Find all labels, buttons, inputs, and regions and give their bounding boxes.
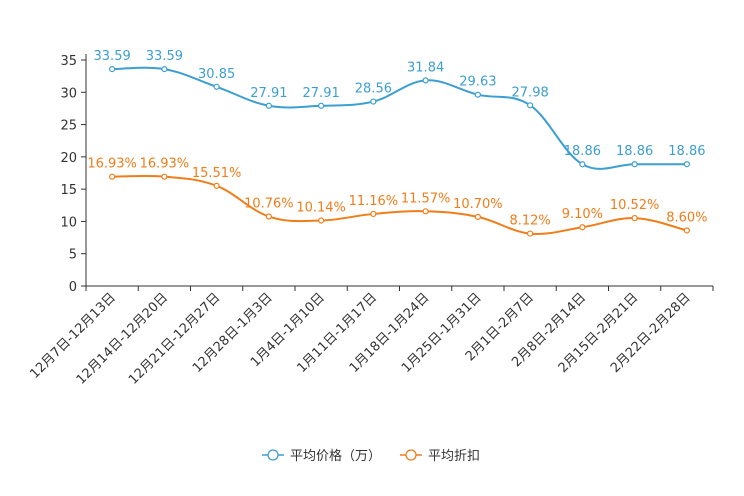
y-tick-label: 35 bbox=[60, 54, 77, 69]
legend-label: 平均折扣 bbox=[428, 449, 480, 464]
series-1-data-label: 33.59 bbox=[94, 49, 131, 64]
series-line-2 bbox=[112, 174, 688, 235]
series-2-data-label: 10.76% bbox=[244, 197, 294, 212]
y-tick-label: 20 bbox=[60, 151, 77, 166]
series-1-point bbox=[631, 161, 638, 168]
y-tick-label: 30 bbox=[60, 86, 77, 101]
series-1-point bbox=[422, 77, 429, 84]
series-2-point bbox=[422, 208, 429, 215]
y-tick-label: 5 bbox=[69, 248, 77, 263]
series-2-data-label: 8.60% bbox=[666, 210, 707, 225]
series-2-data-label: 15.51% bbox=[192, 166, 242, 181]
series-2-data-label: 11.16% bbox=[349, 194, 399, 209]
series-1-point bbox=[161, 66, 168, 73]
series-1-data-label: 31.84 bbox=[407, 60, 444, 75]
series-2-point bbox=[474, 213, 481, 221]
series-2-point bbox=[318, 217, 325, 224]
series-1-point bbox=[370, 98, 377, 105]
y-tick-label: 25 bbox=[60, 119, 77, 134]
series-1-data-label: 33.59 bbox=[146, 49, 183, 64]
series-1-point bbox=[109, 66, 116, 73]
series-2-point bbox=[213, 182, 220, 189]
series-1-data-label: 18.86 bbox=[668, 144, 705, 159]
series-1-data-label: 27.91 bbox=[303, 86, 340, 101]
series-1-point bbox=[474, 91, 481, 98]
x-tick-label: 12月14日-12月20日 bbox=[74, 290, 171, 387]
series-1-point bbox=[527, 102, 534, 109]
series-1-data-label: 27.91 bbox=[250, 86, 287, 101]
y-tick-label: 10 bbox=[60, 215, 77, 230]
legend-label: 平均价格（万） bbox=[290, 448, 381, 464]
series-2-point bbox=[370, 210, 377, 218]
series-2-data-label: 16.93% bbox=[87, 157, 137, 172]
legend-item-2[interactable]: 平均折扣 bbox=[400, 449, 480, 464]
series-2-data-label: 10.52% bbox=[610, 198, 660, 213]
series-1-data-label: 29.63 bbox=[459, 75, 496, 90]
series-1-point bbox=[579, 161, 586, 168]
y-tick-label: 15 bbox=[60, 183, 77, 198]
x-tick-label: 12月7日-12月13日 bbox=[27, 290, 119, 382]
legend-item-1[interactable]: 平均价格（万） bbox=[262, 448, 381, 464]
legend-marker-icon bbox=[405, 449, 417, 461]
series-2-data-label: 10.14% bbox=[296, 201, 346, 216]
series-1-point bbox=[213, 83, 220, 90]
series-2-point bbox=[579, 224, 586, 231]
series-2-data-label: 9.10% bbox=[562, 207, 603, 222]
series-1-data-label: 28.56 bbox=[355, 82, 392, 97]
series-1-data-label: 18.86 bbox=[564, 144, 601, 159]
series-1-point bbox=[265, 102, 272, 109]
series-1-point bbox=[318, 102, 325, 109]
series-2-point bbox=[683, 227, 690, 234]
series-1-data-label: 30.85 bbox=[198, 67, 235, 82]
series-2-data-label: 8.12% bbox=[509, 214, 550, 229]
series-2-point bbox=[265, 213, 272, 220]
series-2-point bbox=[109, 173, 116, 180]
x-tick-label: 12月21日-12月27日 bbox=[126, 290, 223, 387]
series-2-data-label: 11.57% bbox=[401, 191, 451, 206]
series-2-data-label: 10.70% bbox=[453, 197, 503, 212]
series-2-point bbox=[527, 230, 534, 237]
series-2-data-label: 16.93% bbox=[140, 157, 190, 172]
legend-marker-icon bbox=[267, 449, 279, 461]
series-1-data-label: 27.98 bbox=[512, 85, 549, 100]
series-2-point bbox=[631, 214, 638, 222]
y-tick-label: 0 bbox=[69, 280, 77, 295]
series-1-data-label: 18.86 bbox=[616, 144, 653, 159]
series-2-point bbox=[161, 173, 168, 180]
series-1-point bbox=[683, 161, 690, 168]
